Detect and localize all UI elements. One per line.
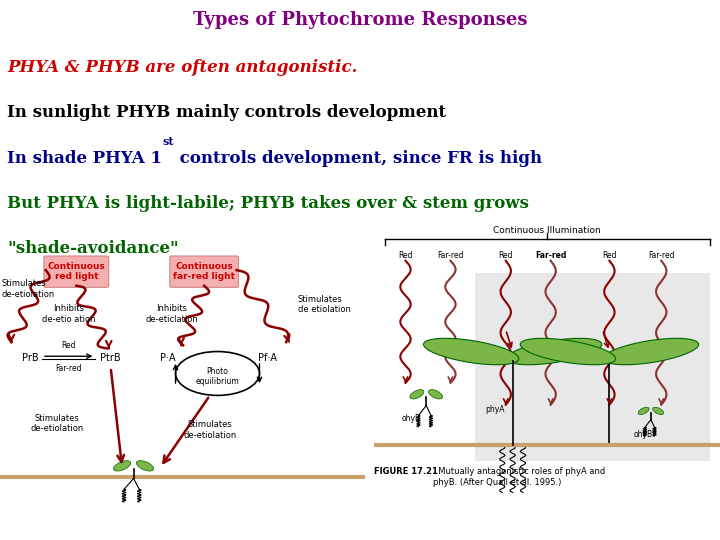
- Text: Inhibits
de-eticlation: Inhibits de-eticlation: [145, 304, 198, 323]
- Text: But PHYA is light-labile; PHYB takes over & stem grows: But PHYA is light-labile; PHYB takes ove…: [7, 195, 529, 212]
- Ellipse shape: [653, 407, 664, 415]
- Ellipse shape: [603, 339, 698, 364]
- Text: PrB: PrB: [22, 353, 39, 363]
- Text: Far-red: Far-red: [648, 251, 675, 260]
- Text: st: st: [162, 136, 174, 147]
- Text: ohyB: ohyB: [402, 414, 421, 423]
- Text: Photo
equilibrium: Photo equilibrium: [196, 367, 239, 386]
- Text: Stimulates
de etiolation: Stimulates de etiolation: [297, 295, 351, 314]
- Ellipse shape: [136, 461, 153, 471]
- Text: Far-red: Far-red: [55, 364, 82, 373]
- Text: Stimulates
de-etiolation: Stimulates de-etiolation: [31, 414, 84, 433]
- Text: Stimulates
de-etiolation: Stimulates de-etiolation: [184, 420, 236, 440]
- Text: Far-red: Far-red: [437, 251, 464, 260]
- Text: "shade-avoidance": "shade-avoidance": [7, 240, 179, 258]
- Text: PHYA & PHYB are often antagonistic.: PHYA & PHYB are often antagonistic.: [7, 59, 358, 76]
- Text: In sunlight PHYB mainly controls development: In sunlight PHYB mainly controls develop…: [7, 104, 446, 122]
- Ellipse shape: [423, 339, 519, 364]
- Text: Continuous Illumination: Continuous Illumination: [493, 226, 601, 235]
- FancyBboxPatch shape: [170, 256, 238, 287]
- Text: Red: Red: [498, 251, 513, 260]
- FancyBboxPatch shape: [44, 256, 109, 287]
- Ellipse shape: [114, 461, 131, 471]
- Text: PtrB: PtrB: [100, 353, 121, 363]
- Ellipse shape: [428, 390, 443, 399]
- Ellipse shape: [506, 339, 602, 364]
- Text: Red: Red: [61, 341, 76, 350]
- Text: phyA: phyA: [485, 405, 505, 414]
- Text: Inhibits
de-etio ation: Inhibits de-etio ation: [42, 304, 96, 323]
- Text: FIGURE 17.21: FIGURE 17.21: [374, 468, 438, 476]
- Ellipse shape: [410, 390, 424, 399]
- Text: Red: Red: [602, 251, 616, 260]
- Text: controls development, since FR is high: controls development, since FR is high: [174, 150, 542, 167]
- Text: Mutually antagonistic roles of phyA and
phyB. (After Quail et al. 1995.): Mutually antagonistic roles of phyA and …: [433, 468, 606, 487]
- Text: Far-red: Far-red: [535, 251, 567, 260]
- Text: Pf·A: Pf·A: [258, 353, 276, 363]
- Text: Stimulates
de-etiolation: Stimulates de-etiolation: [2, 279, 55, 299]
- Text: ohyB: ohyB: [634, 430, 653, 439]
- Bar: [474, 273, 710, 461]
- Ellipse shape: [521, 339, 616, 364]
- Text: Continuous
red light: Continuous red light: [48, 262, 105, 281]
- Ellipse shape: [638, 407, 649, 415]
- Text: Continuous
far-red light: Continuous far-red light: [173, 262, 235, 281]
- Text: P·A: P·A: [160, 353, 176, 363]
- Text: In shade PHYA 1: In shade PHYA 1: [7, 150, 162, 167]
- Text: Types of Phytochrome Responses: Types of Phytochrome Responses: [193, 11, 527, 29]
- Text: Red: Red: [398, 251, 413, 260]
